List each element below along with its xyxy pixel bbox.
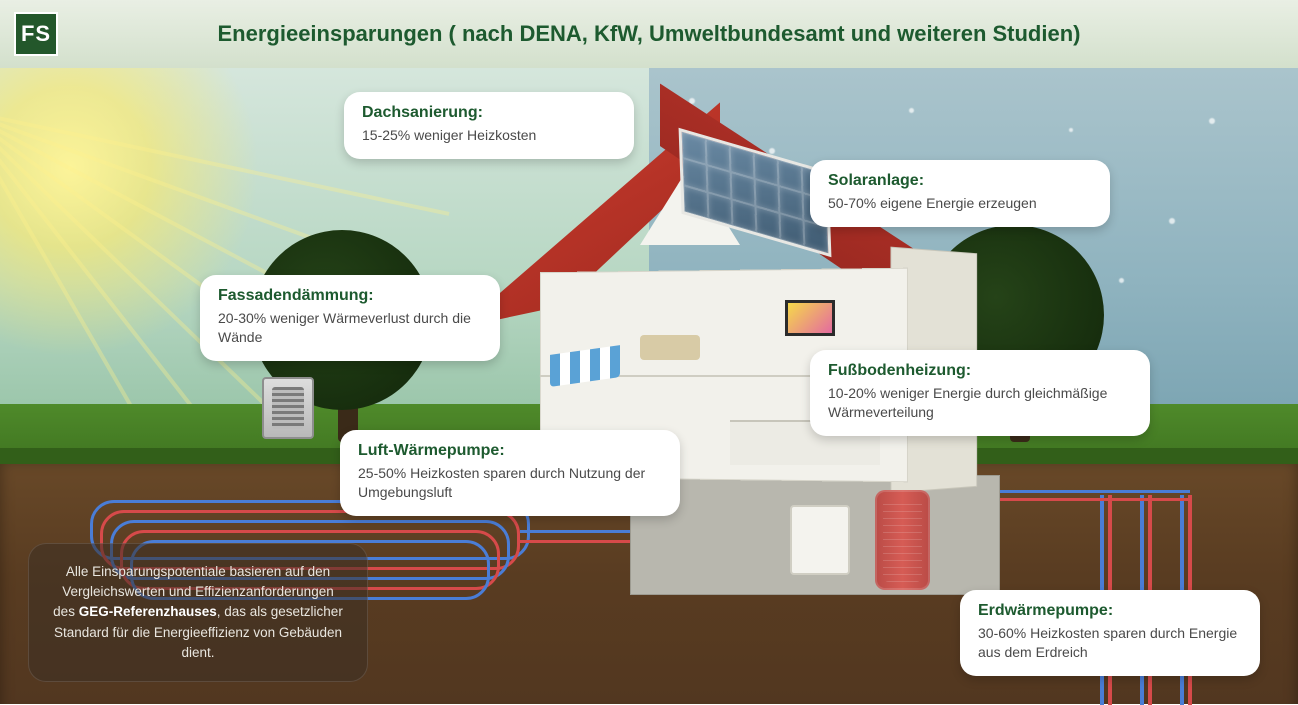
air-heatpump-icon xyxy=(262,377,314,439)
callout-text: 20-30% weniger Wärmeverlust durch die Wä… xyxy=(218,309,482,347)
callout-solar: Solaranlage: 50-70% eigene Energie erzeu… xyxy=(810,160,1110,227)
callout-title: Solaranlage: xyxy=(828,172,1092,190)
callout-facade: Fassadendämmung: 20-30% weniger Wärmever… xyxy=(200,275,500,361)
snow-icon xyxy=(1209,118,1215,124)
snow-icon xyxy=(909,108,914,113)
callout-geo-heatpump: Erdwärmepumpe: 30-60% Heizkosten sparen … xyxy=(960,590,1260,676)
callout-text: 25-50% Heizkosten sparen durch Nutzung d… xyxy=(358,464,662,502)
callout-roof: Dachsanierung: 15-25% weniger Heizkosten xyxy=(344,92,634,159)
callout-title: Fußbodenheizung: xyxy=(828,362,1132,380)
callout-text: 30-60% Heizkosten sparen durch Energie a… xyxy=(978,624,1242,662)
footnote-bold: GEG-Referenzhauses xyxy=(79,604,217,619)
callout-text: 50-70% eigene Energie erzeugen xyxy=(828,194,1092,213)
callout-text: 15-25% weniger Heizkosten xyxy=(362,126,616,145)
sofa-icon xyxy=(640,335,700,360)
callout-air-heatpump: Luft-Wärmepumpe: 25-50% Heizkosten spare… xyxy=(340,430,680,516)
callout-title: Dachsanierung: xyxy=(362,104,616,122)
callout-title: Erdwärmepumpe: xyxy=(978,602,1242,620)
callout-title: Fassadendämmung: xyxy=(218,287,482,305)
page-title: Energieeinsparungen ( nach DENA, KfW, Um… xyxy=(58,21,1298,47)
callout-text: 10-20% weniger Energie durch gleichmäßig… xyxy=(828,384,1132,422)
callout-floor: Fußbodenheizung: 10-20% weniger Energie … xyxy=(810,350,1150,436)
buffer-tank-icon xyxy=(875,490,930,590)
header-bar: FS Energieeinsparungen ( nach DENA, KfW,… xyxy=(0,0,1298,68)
snow-icon xyxy=(1119,278,1124,283)
footnote-box: Alle Einsparungspotentiale basieren auf … xyxy=(28,543,368,682)
snow-icon xyxy=(1069,128,1073,132)
boiler-icon xyxy=(790,505,850,575)
logo: FS xyxy=(14,12,58,56)
scene: FS Energieeinsparungen ( nach DENA, KfW,… xyxy=(0,0,1298,704)
callout-title: Luft-Wärmepumpe: xyxy=(358,442,662,460)
snow-icon xyxy=(1169,218,1175,224)
tv-icon xyxy=(785,300,835,336)
